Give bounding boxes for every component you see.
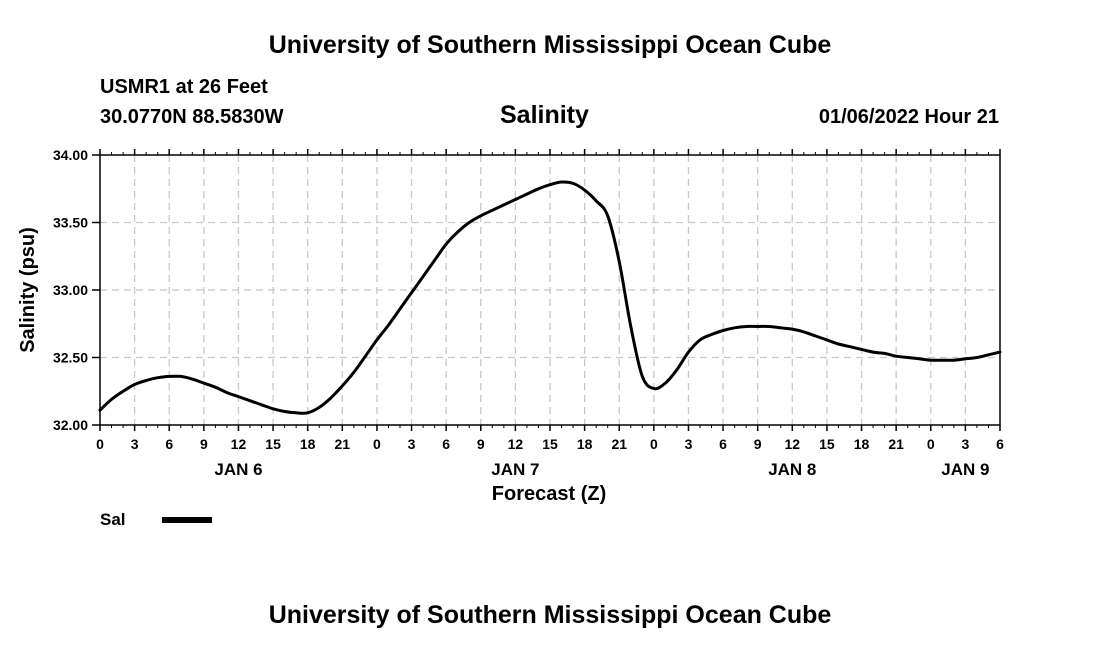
y-tick-labels: 32.00 32.50 33.00 33.50 34.00 — [53, 147, 88, 433]
x-tick-label: 12 — [508, 436, 524, 452]
x-tick-label: 0 — [96, 436, 104, 452]
x-tick-label: 3 — [685, 436, 693, 452]
x-tick-label: 15 — [819, 436, 835, 452]
y-axis-label: Salinity (psu) — [17, 227, 39, 353]
x-tick-label: 6 — [442, 436, 450, 452]
x-tick-label: 9 — [754, 436, 762, 452]
x-tick-label: 9 — [200, 436, 208, 452]
day-label: JAN 9 — [941, 460, 989, 479]
x-tick-label: 3 — [408, 436, 416, 452]
y-tick-label: 32.50 — [53, 350, 88, 366]
x-tick-label: 15 — [542, 436, 558, 452]
station-label: USMR1 at 26 Feet — [100, 76, 268, 98]
chart-title: Salinity — [500, 101, 589, 129]
x-tick-label: 21 — [888, 436, 904, 452]
x-tick-labels: 0 3 6 9 12 15 18 21 0 3 6 9 12 15 18 21 0 3 6 9 12 15 18 21 0 3 6 — [96, 436, 1004, 452]
x-tick-label: 15 — [265, 436, 281, 452]
x-tick-label: 0 — [373, 436, 381, 452]
x-tick-label: 18 — [854, 436, 870, 452]
day-label: JAN 8 — [768, 460, 816, 479]
x-tick-label: 12 — [785, 436, 801, 452]
x-tick-label: 21 — [611, 436, 627, 452]
station-coords: 30.0770N 88.5830W — [100, 106, 284, 128]
legend-swatch — [162, 517, 212, 523]
x-axis-label: Forecast (Z) — [492, 483, 606, 505]
x-tick-label: 3 — [131, 436, 139, 452]
axis-ticks — [92, 149, 1001, 431]
page-title-bottom: University of Southern Mississippi Ocean… — [268, 601, 832, 629]
x-tick-label: 0 — [927, 436, 935, 452]
x-tick-label: 18 — [577, 436, 593, 452]
x-tick-label: 21 — [335, 436, 351, 452]
x-tick-label: 18 — [300, 436, 316, 452]
x-tick-label: 3 — [961, 436, 969, 452]
x-tick-label: 12 — [231, 436, 247, 452]
y-tick-label: 33.50 — [53, 215, 88, 231]
x-tick-label: 9 — [477, 436, 485, 452]
salinity-series-line — [98, 180, 1002, 415]
x-tick-label: 6 — [996, 436, 1004, 452]
legend-label: Sal — [100, 510, 126, 529]
x-tick-label: 6 — [719, 436, 727, 452]
grid-lines — [100, 155, 1000, 425]
forecast-datetime: 01/06/2022 Hour 21 — [818, 106, 999, 128]
day-label: JAN 7 — [491, 460, 539, 479]
x-tick-label: 6 — [165, 436, 173, 452]
day-labels: JAN 6 JAN 7 JAN 8 JAN 9 — [214, 460, 989, 479]
day-label: JAN 6 — [214, 460, 262, 479]
y-tick-label: 33.00 — [53, 282, 88, 298]
page-title-top: University of Southern Mississippi Ocean… — [268, 31, 832, 59]
x-tick-label: 0 — [650, 436, 658, 452]
y-tick-label: 34.00 — [53, 147, 88, 163]
y-tick-label: 32.00 — [53, 417, 88, 433]
